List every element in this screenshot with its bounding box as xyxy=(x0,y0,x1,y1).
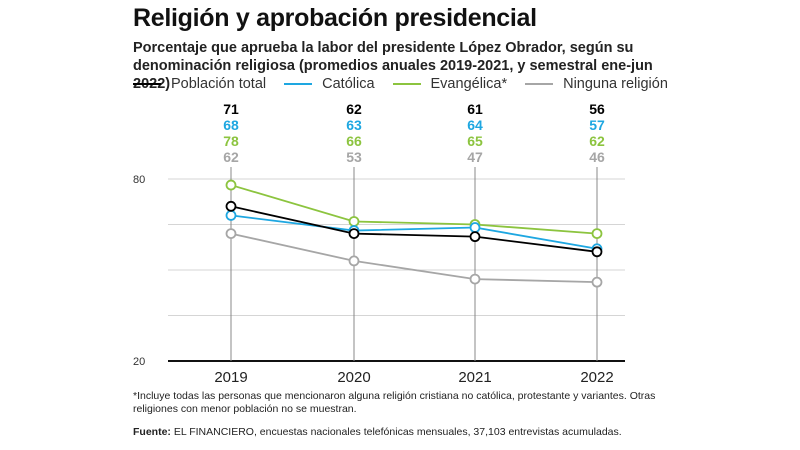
data-point xyxy=(225,228,237,240)
series-line xyxy=(230,232,598,284)
y-tick-label: 80 xyxy=(133,174,145,186)
data-point xyxy=(591,228,603,240)
data-point xyxy=(348,228,360,240)
legend-swatch xyxy=(525,83,554,85)
data-label: 47 xyxy=(467,149,483,165)
chart-title: Religión y aprobación presidencial xyxy=(133,4,537,32)
data-point xyxy=(469,222,481,233)
legend-item: Población total xyxy=(133,76,266,92)
data-point xyxy=(225,179,237,191)
data-label: 61 xyxy=(467,101,483,117)
legend-label: Ninguna religión xyxy=(563,76,668,92)
x-tick-label: 2021 xyxy=(458,369,491,386)
legend-label: Evangélica* xyxy=(430,76,508,92)
series-line xyxy=(230,205,598,253)
legend-item: Ninguna religión xyxy=(525,76,668,92)
x-tick-label: 2019 xyxy=(214,369,247,386)
legend: Población total Católica Evangélica* Ningun… xyxy=(133,76,668,92)
data-label: 68 xyxy=(223,117,239,133)
data-point xyxy=(591,246,603,258)
data-label: 66 xyxy=(346,133,362,149)
data-point xyxy=(348,216,360,227)
series-line xyxy=(230,214,598,250)
data-point xyxy=(469,231,481,243)
series-line xyxy=(230,184,598,235)
data-label: 62 xyxy=(589,133,605,149)
data-label: 62 xyxy=(346,101,362,117)
data-label: 57 xyxy=(589,117,605,133)
legend-swatch xyxy=(133,83,161,85)
data-label: 71 xyxy=(223,101,239,117)
data-point xyxy=(348,255,360,267)
y-tick-label: 20 xyxy=(133,356,145,368)
source-text: EL FINANCIERO, encuestas nacionales tele… xyxy=(173,426,622,438)
legend-item: Católica xyxy=(284,76,375,92)
data-label: 56 xyxy=(589,101,605,117)
data-label: 78 xyxy=(223,133,239,149)
data-point xyxy=(225,209,237,221)
data-point xyxy=(225,200,237,212)
legend-label: Católica xyxy=(322,76,375,92)
legend-swatch xyxy=(284,83,313,85)
data-point xyxy=(591,276,603,288)
legend-item: Evangélica* xyxy=(392,76,508,92)
data-label: 64 xyxy=(467,117,483,133)
legend-swatch xyxy=(392,83,421,85)
data-label: 63 xyxy=(346,117,362,133)
source-label: Fuente: xyxy=(133,426,171,438)
x-tick-label: 2022 xyxy=(580,369,613,386)
data-label: 62 xyxy=(223,149,239,165)
x-tick-label: 2020 xyxy=(337,369,370,386)
legend-label: Población total xyxy=(171,76,267,92)
data-point xyxy=(469,273,481,285)
footnote: *Incluye todas las personas que menciona… xyxy=(133,390,656,415)
data-label: 65 xyxy=(467,133,483,149)
data-label: 46 xyxy=(589,149,605,165)
data-label: 53 xyxy=(346,149,362,165)
chart-subtitle: Porcentaje que aprueba la labor del pres… xyxy=(133,40,653,92)
source-line: Fuente: EL FINANCIERO, encuestas naciona… xyxy=(133,426,622,439)
